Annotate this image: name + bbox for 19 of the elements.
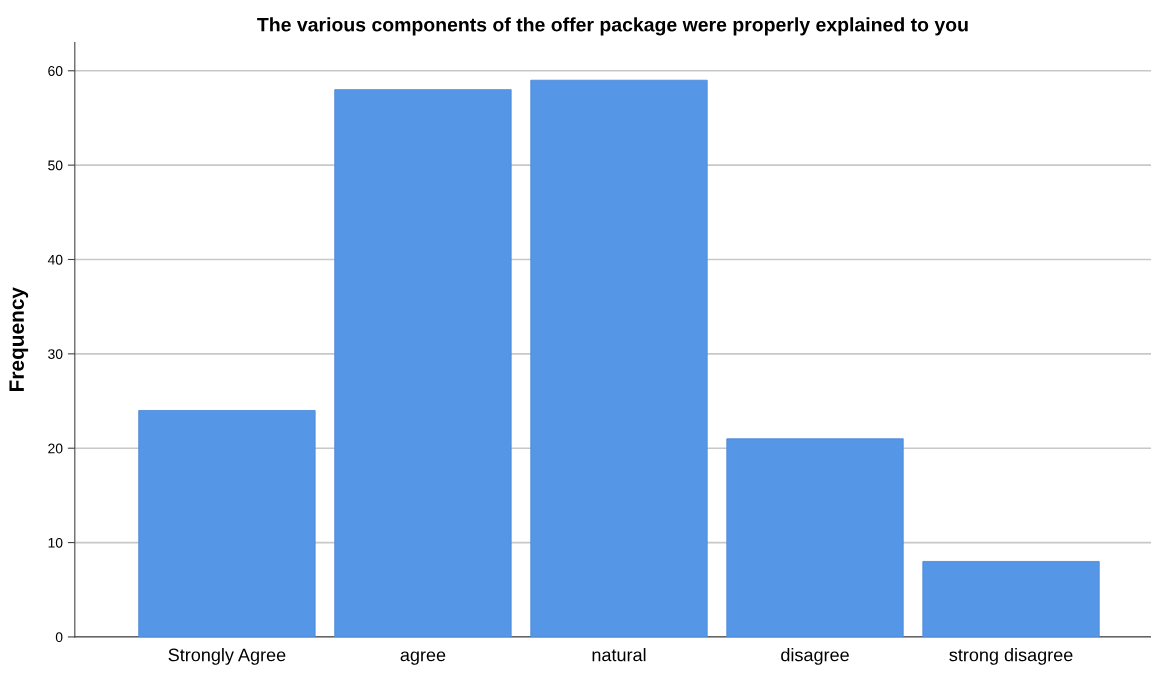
y-tick-label: 20 bbox=[48, 443, 63, 454]
x-tick-label: disagree bbox=[781, 648, 849, 665]
y-tick-label: 40 bbox=[47, 254, 63, 265]
x-tick-label: strong disagree bbox=[949, 648, 1073, 665]
bar bbox=[726, 438, 904, 637]
x-tick-label: Strongly Agree bbox=[168, 648, 286, 665]
y-tick-label: 0 bbox=[55, 632, 63, 643]
y-tick-label: 60 bbox=[48, 66, 63, 76]
y-tick-label: 10 bbox=[48, 537, 63, 548]
chart-title: The various components of the offer package were properly explained to you bbox=[257, 17, 968, 36]
y-axis-title: Frequency bbox=[9, 287, 29, 391]
bar bbox=[138, 410, 316, 637]
bar bbox=[530, 79, 708, 637]
bar bbox=[922, 561, 1100, 637]
bar bbox=[334, 89, 512, 637]
x-tick-label: natural bbox=[592, 648, 646, 662]
x-tick-label: agree bbox=[400, 651, 446, 665]
y-tick-label: 30 bbox=[48, 349, 63, 360]
y-tick-label: 50 bbox=[48, 160, 63, 171]
